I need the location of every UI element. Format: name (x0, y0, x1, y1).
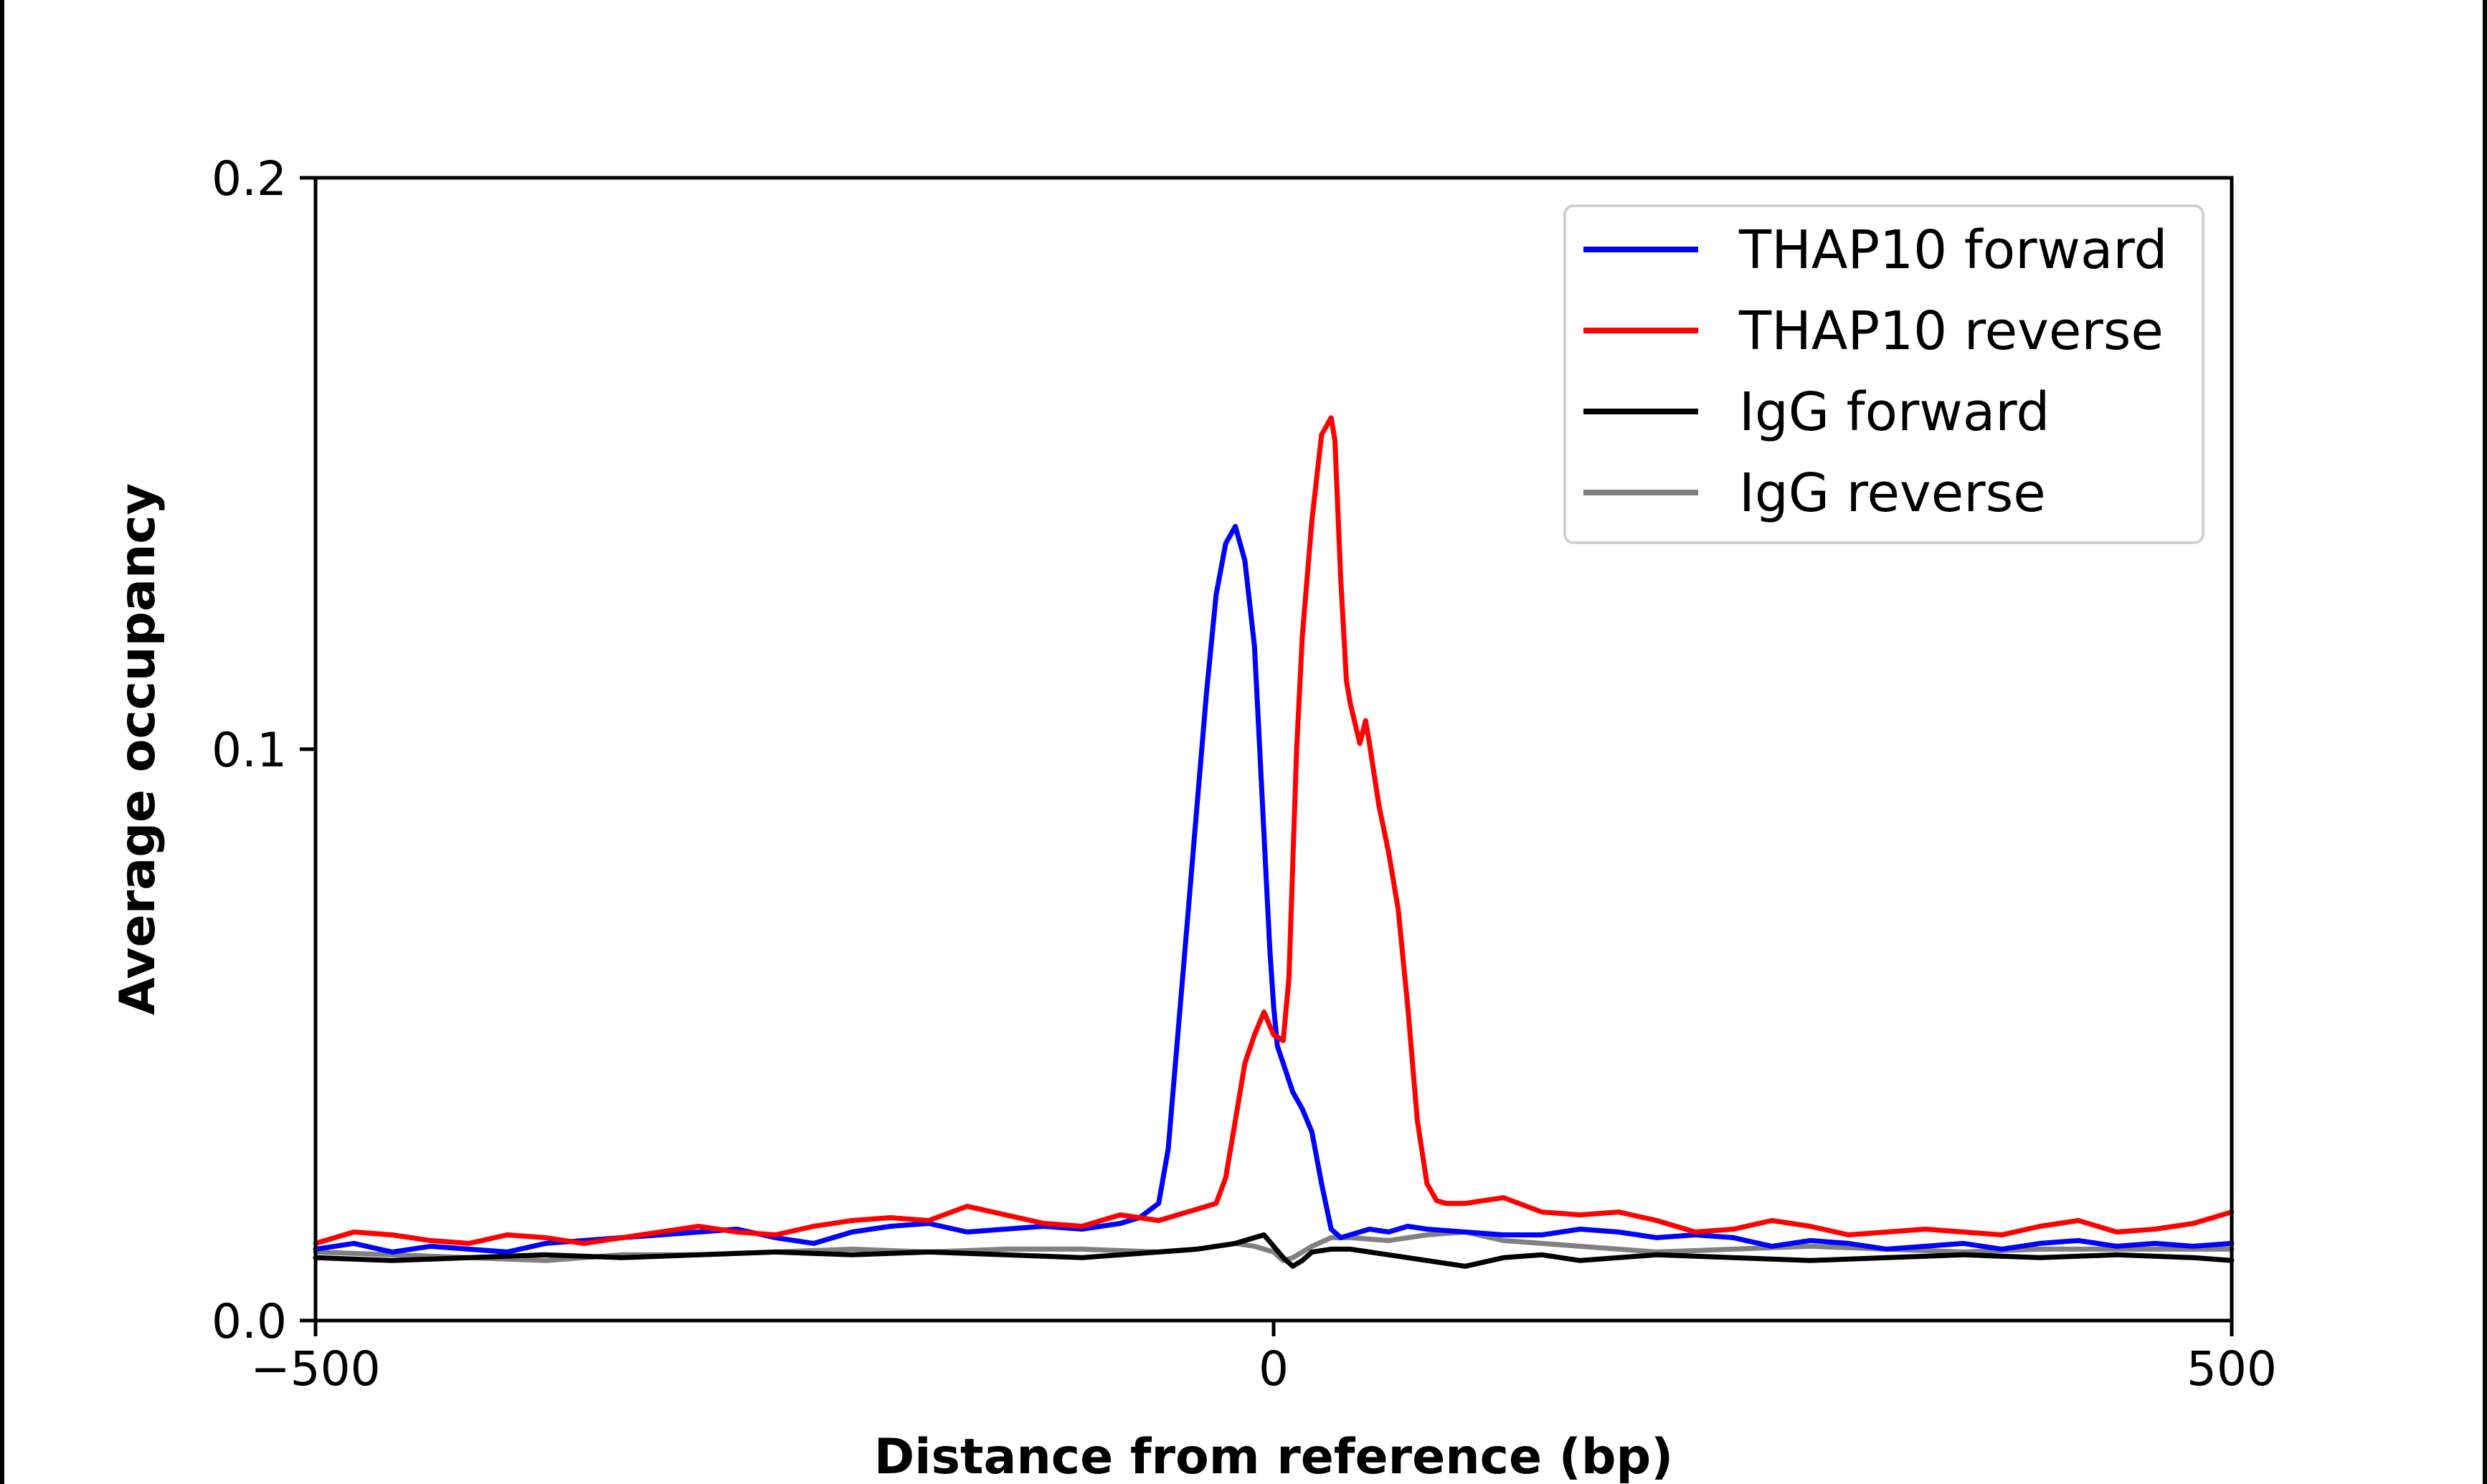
legend-label: IgG forward (1739, 381, 2050, 443)
series-line-igg-forward (313, 1232, 2235, 1269)
x-tick-label: 0 (1259, 1341, 1289, 1397)
series-line-thap10-forward (313, 523, 2235, 1255)
legend-label: THAP10 forward (1738, 219, 2168, 281)
x-tick-label: 500 (2187, 1341, 2277, 1397)
y-axis-title: Average occupancy (110, 483, 166, 1015)
legend-box (1563, 204, 2204, 544)
x-tick-label: −500 (250, 1341, 380, 1397)
y-tick-label: 0.1 (212, 723, 287, 778)
legend-label: IgG reverse (1739, 462, 2046, 524)
y-axis: 0.0 0.1 0.2 (212, 151, 316, 1349)
x-axis-title: Distance from reference (bp) (874, 1429, 1674, 1484)
series-line-thap10-reverse (313, 415, 2235, 1246)
y-tick-label: 0.0 (212, 1294, 287, 1349)
legend-label: THAP10 reverse (1738, 300, 2164, 362)
y-tick-label: 0.2 (212, 151, 287, 206)
plot-lines (313, 415, 2235, 1269)
x-axis: −500 0 500 (250, 1321, 2277, 1397)
legend: THAP10 forward THAP10 reverse IgG forward I… (1563, 204, 2204, 544)
